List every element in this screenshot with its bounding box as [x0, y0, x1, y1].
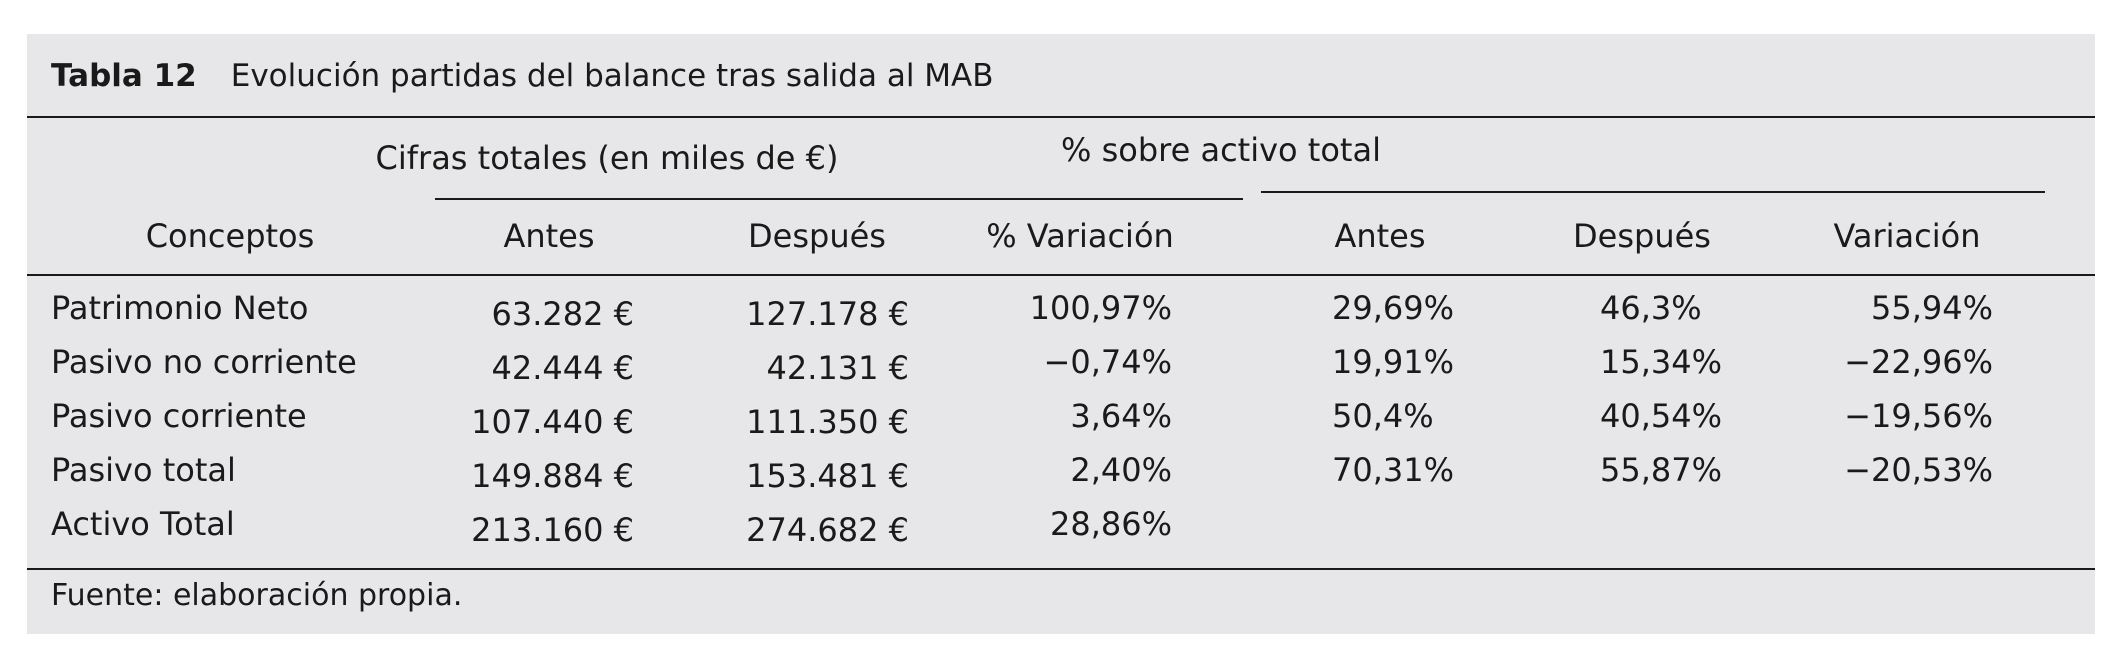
table-source: Fuente: elaboración propia.: [51, 578, 463, 613]
header-conceptos: Conceptos: [145, 217, 315, 255]
cell-variacion: −0,74%: [1043, 343, 1172, 381]
cell-variacion: 2,40%: [1070, 451, 1172, 489]
cell-variacion: 3,64%: [1070, 397, 1172, 435]
cell-pct-antes: 29,69%: [1332, 289, 1455, 327]
table-title: Tabla 12 Evolución partidas del balance t…: [51, 56, 994, 96]
cell-pct-despues: 15,34%: [1600, 343, 1723, 381]
header-pct-variacion-2: Variación: [1833, 217, 1981, 255]
cell-concept: Pasivo corriente: [51, 397, 307, 435]
cell-concept: Pasivo total: [51, 451, 236, 489]
group-header-totals: Cifras totales (en miles de €): [375, 139, 839, 177]
cell-pct-variacion: −20,53%: [1844, 451, 1993, 489]
table-number: Tabla 12: [51, 58, 197, 94]
header-rule: [27, 274, 2095, 276]
cell-variacion: 100,97%: [1029, 289, 1172, 327]
cell-antes: 42.444 €: [491, 349, 635, 387]
bottom-rule: [27, 568, 2095, 570]
cell-pct-antes: 50,4%: [1332, 397, 1434, 435]
header-pct-despues: Después: [1573, 217, 1711, 255]
cell-antes: 149.884 €: [471, 457, 634, 495]
header-pct-variacion: % Variación: [986, 217, 1174, 255]
cell-despues: 153.481 €: [746, 457, 909, 495]
header-antes: Antes: [503, 217, 595, 255]
cell-despues: 127.178 €: [746, 295, 909, 333]
cell-pct-variacion: −22,96%: [1844, 343, 1993, 381]
group-rule-percent: [1261, 191, 2045, 193]
cell-pct-variacion: 55,94%: [1870, 289, 1993, 327]
cell-pct-antes: 19,91%: [1332, 343, 1455, 381]
cell-pct-antes: 70,31%: [1332, 451, 1455, 489]
cell-pct-despues: 40,54%: [1600, 397, 1723, 435]
header-despues: Después: [748, 217, 886, 255]
cell-concept: Pasivo no corriente: [51, 343, 357, 381]
cell-pct-despues: 55,87%: [1600, 451, 1723, 489]
group-header-percent: % sobre activo total: [1061, 131, 1381, 169]
cell-despues: 42.131 €: [766, 349, 910, 387]
cell-antes: 107.440 €: [471, 403, 634, 441]
header-pct-antes: Antes: [1334, 217, 1426, 255]
cell-pct-despues: 46,3%: [1600, 289, 1702, 327]
cell-despues: 111.350 €: [746, 403, 909, 441]
table-panel: Tabla 12 Evolución partidas del balance t…: [27, 34, 2095, 634]
cell-variacion: 28,86%: [1049, 505, 1172, 543]
cell-despues: 274.682 €: [746, 511, 909, 549]
top-rule: [27, 116, 2095, 118]
cell-pct-variacion: −19,56%: [1844, 397, 1993, 435]
table-caption: Evolución partidas del balance tras sali…: [230, 58, 994, 94]
cell-antes: 213.160 €: [471, 511, 634, 549]
cell-concept: Patrimonio Neto: [51, 289, 309, 327]
group-rule-totals: [435, 198, 1243, 200]
cell-concept: Activo Total: [51, 505, 235, 543]
cell-antes: 63.282 €: [491, 295, 635, 333]
